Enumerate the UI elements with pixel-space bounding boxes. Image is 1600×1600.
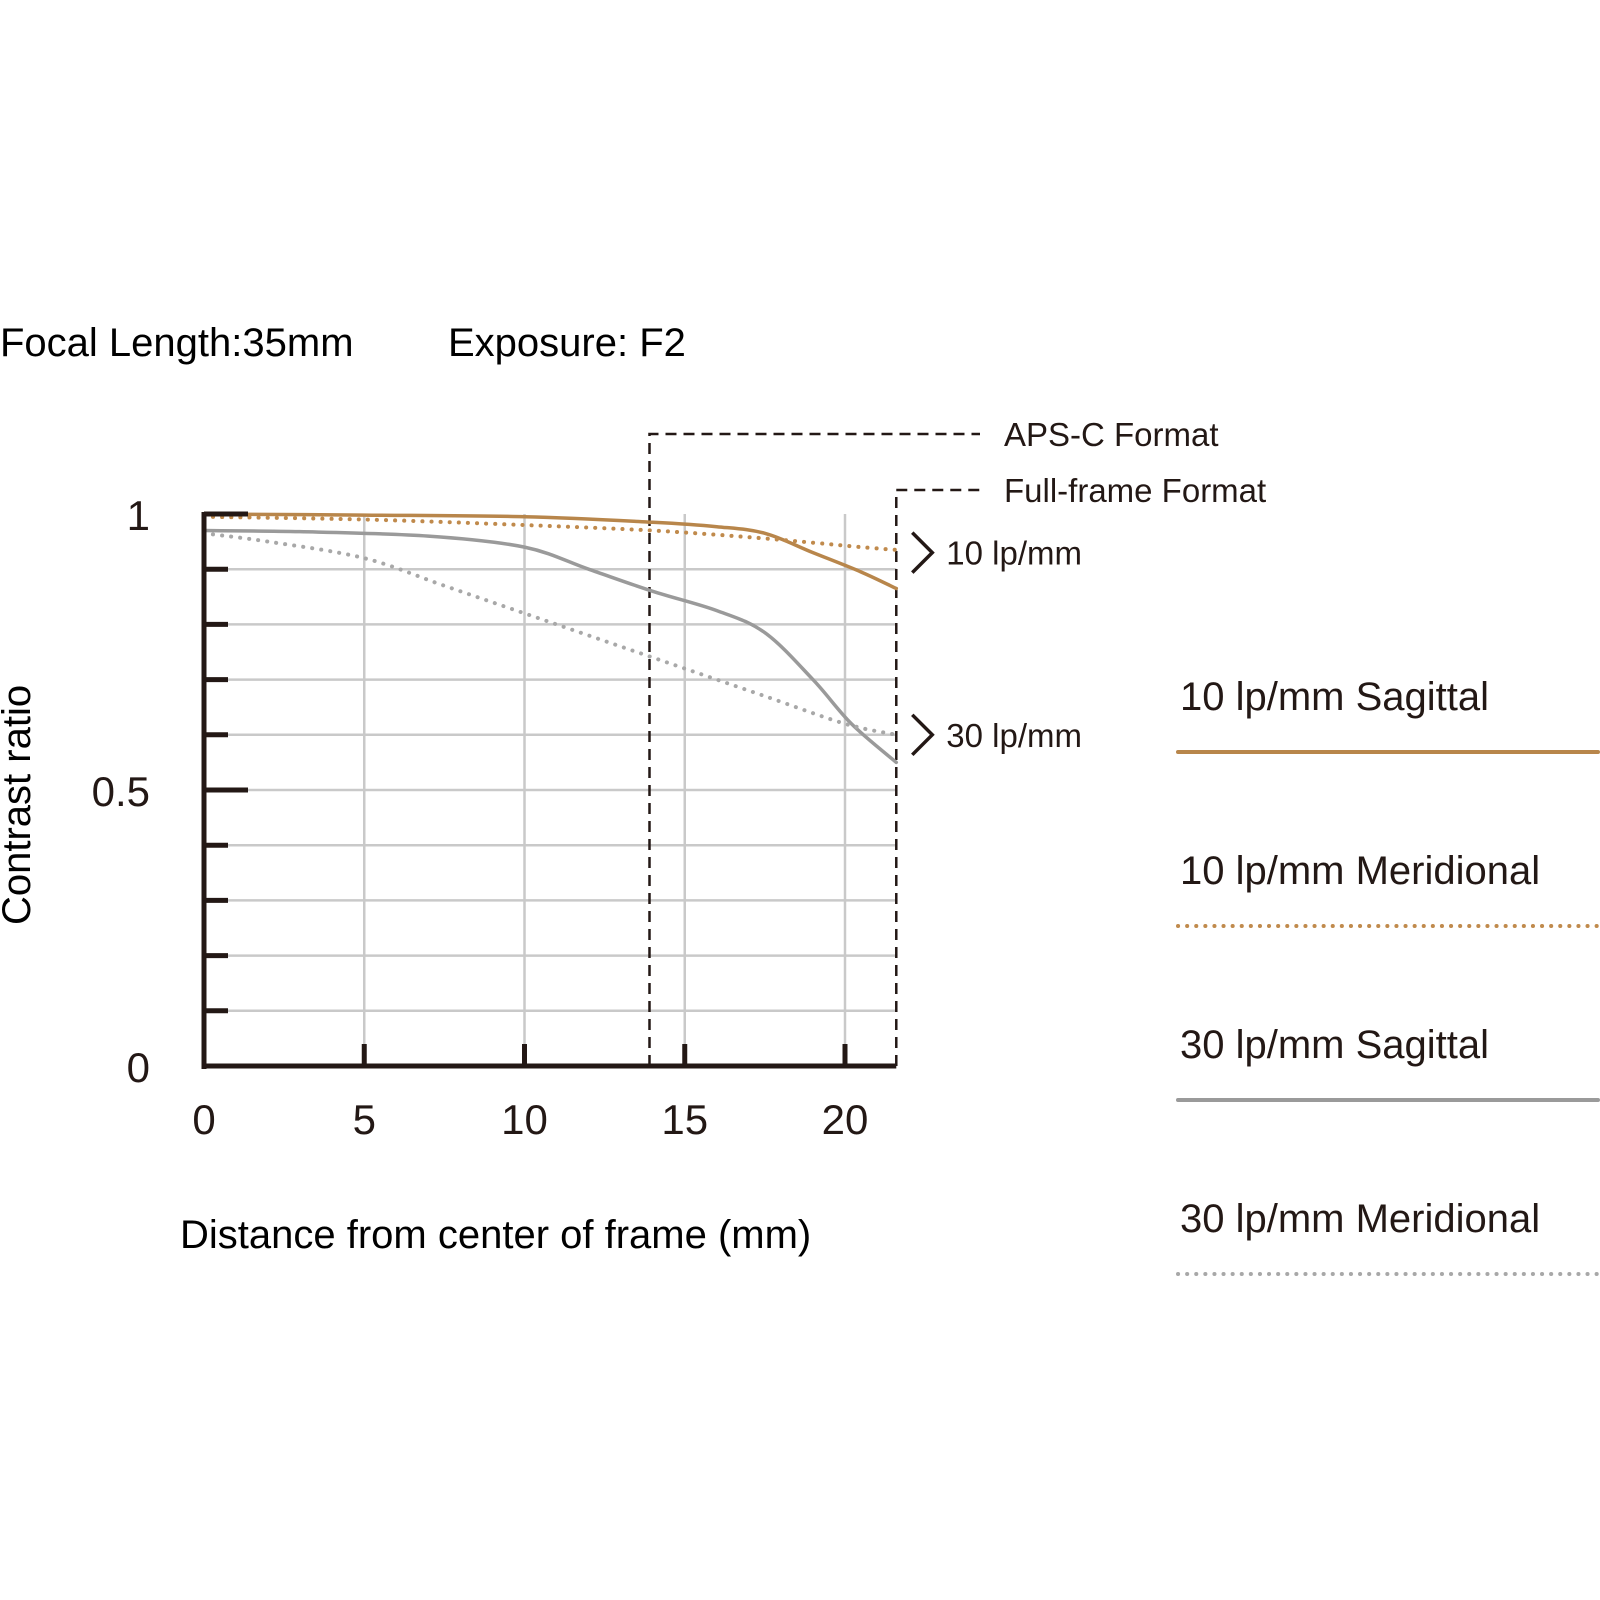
x-tick-label: 0 [192,1096,215,1143]
exposure-label: Exposure: F2 [448,321,686,365]
x-tick-label: 15 [661,1096,708,1143]
tick-labels: 0 5 10 15 20 0 0.5 1 10 lp/mm 30 lp/mm [92,492,1082,1143]
legend-label: 30 lp/mm Meridional [1180,1197,1540,1241]
legend-label: 10 lp/mm Meridional [1180,849,1540,893]
axes [201,511,897,1069]
legend-label: 30 lp/mm Sagittal [1180,1023,1489,1067]
y-tick-label: 0.5 [92,768,150,815]
x-axis-title: Distance from center of frame (mm) [180,1213,811,1257]
focal-length-label: Focal Length:35mm [0,321,354,365]
legend: 10 lp/mm Sagittal 10 lp/mm Meridional 30 l… [1176,675,1600,1276]
x-tick-label: 20 [822,1096,869,1143]
series-lines [202,512,899,765]
series-line-10-lp-mm-sagittal [202,512,899,591]
y-axis-title: Contrast ratio [0,685,39,925]
series-line-30-lp-mm-sagittal [202,528,899,765]
series-line-30-lp-mm-meridional [202,531,899,737]
chevron-icon [911,713,935,757]
format-marker-line [895,488,980,1066]
y-tick-label: 0 [127,1044,150,1091]
x-tick-label: 10 [501,1096,548,1143]
chevron-icon [911,531,935,574]
legend-label: 10 lp/mm Sagittal [1180,675,1489,719]
format-marker-line [648,432,980,1066]
frequency-label: 30 lp/mm [946,717,1082,754]
format-markers: APS-C Format Full-frame Format [648,416,1266,1066]
y-tick-label: 1 [127,492,150,539]
frequency-label: 10 lp/mm [946,535,1082,572]
format-marker-label: Full-frame Format [1004,472,1266,509]
format-marker-label: APS-C Format [1004,416,1219,453]
grid [204,514,897,1066]
series-line-10-lp-mm-meridional [202,514,899,552]
x-tick-label: 5 [353,1096,376,1143]
